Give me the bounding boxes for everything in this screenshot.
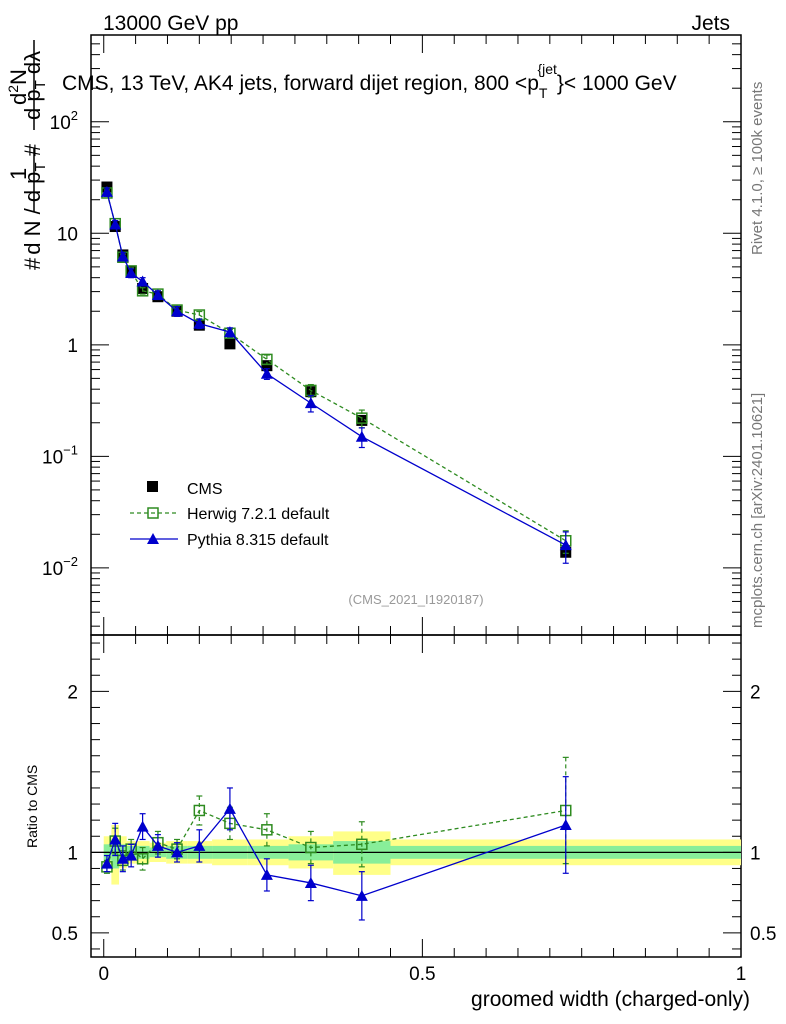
ratio-data-series [100,756,572,921]
pythia-ratio-point [136,820,149,832]
pythia-point [355,430,368,442]
ratio-uncertainty-bands [91,824,741,885]
main-y-axis-label: #d N / d pT # 1 d pT dλ d2N [5,40,49,270]
herwig-ratio-point [193,804,206,817]
herwig-point [261,353,273,366]
herwig-ratio-point [261,824,273,836]
x-axis-label: groomed width (charged-only) [471,988,750,1011]
herwig-ratio-point [305,841,317,854]
ratio-y-axis-label: Ratio to CMS [24,765,40,848]
pythia-point [125,267,138,279]
pythia-ratio-point [193,839,206,851]
main-axis-ticks: 10−2 10−1 1 10 102 [42,34,742,957]
pythia-point [260,367,273,379]
y-tick-label: 10−1 [42,442,78,468]
ratio-y-tick-label: 2 [67,682,78,703]
ratio-y-tick-label-right: 1 [750,843,761,864]
pythia-ratio-point [223,802,236,814]
y-tick-label: 10 [57,224,78,245]
herwig-line [106,192,567,542]
analysis-watermark: (CMS_2021_I1920187) [348,592,483,607]
y-tick-label: 102 [50,108,78,134]
cms-point [224,338,236,350]
pythia-ratio-point [304,876,317,888]
cms-point [261,360,273,372]
main-data-series [100,181,572,564]
pythia-ratio-point [171,846,184,858]
pythia-point [109,218,122,230]
pythia-ratio-point [151,839,164,851]
pythia-ratio-point [260,868,273,880]
x-tick-label: 0 [98,964,109,985]
y-tick-label: 1 [67,336,78,357]
svg-text:#d N / d pT #: #d N / d pT # [20,143,49,270]
ratio-y-tick-label: 0.5 [52,924,78,945]
pythia-ratio-point [559,818,572,830]
svg-text:d2N: d2N [5,69,31,105]
legend-label-cms: CMS [187,481,223,498]
pythia-ratio-point [125,849,138,861]
jets-label: Jets [691,12,730,35]
pythia-ratio-point [109,833,122,845]
legend-label-pythia: Pythia 8.315 default [187,532,329,549]
herwig-ratio-point [136,853,149,865]
x-tick-label: 0.5 [409,964,435,985]
pythia-point [559,539,572,551]
ratio-y-tick-label-right: 2 [750,682,761,703]
pythia-line [106,191,567,546]
pythia-ratio-point [116,852,129,864]
pythia-point [223,326,236,338]
svg-text:d pT dλ: d pT dλ [20,51,49,120]
pythia-point [116,250,129,262]
legend-marker-cms [147,481,158,492]
ratio-axis-ticks: 0.5 0.51 12 20 0.5 1 [52,642,776,985]
x-tick-label: 1 [736,964,747,985]
legend-label-herwig: Herwig 7.2.1 default [187,506,330,523]
energy-label: 13000 GeV pp [103,12,238,35]
ratio-y-tick-label: 1 [67,843,78,864]
mcplots-label: mcplots.cern.ch [arXiv:2401.10621] [749,393,766,628]
pythia-ratio-point [100,857,113,869]
pythia-point [193,317,206,329]
herwig-point [356,412,368,424]
herwig-ratio-point [356,838,368,851]
pythia-point [100,185,113,197]
y-tick-label: 10−2 [42,554,78,580]
pythia-point [151,288,164,300]
pythia-point [136,275,149,287]
pythia-point [171,305,184,317]
legend: CMS Herwig 7.2.1 default Pythia 8.315 de… [130,481,330,549]
ratio-y-tick-label-right: 0.5 [750,924,776,945]
plot-title: CMS, 13 TeV, AK4 jets, forward dijet reg… [62,61,677,101]
rivet-label: Rivet 4.1.0, ≥ 100k events [749,82,766,255]
legend-marker-pythia [147,533,159,544]
pythia-point [304,397,317,409]
legend-marker-herwig [147,507,159,519]
ratio-plot-frame [90,634,742,958]
pythia-ratio-point [355,889,368,901]
svg-text:1: 1 [6,168,31,180]
